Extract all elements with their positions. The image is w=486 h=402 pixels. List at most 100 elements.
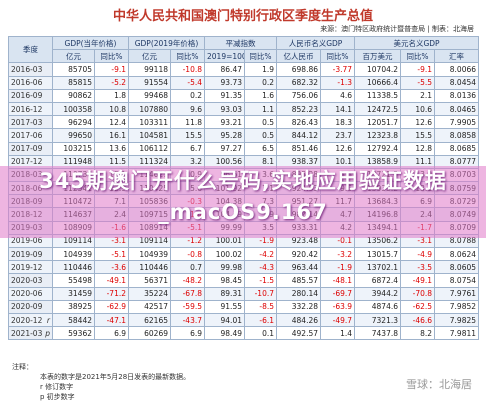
value-cell: 98.49 <box>204 326 245 341</box>
subheader-cell: 同比% <box>170 49 205 64</box>
value-cell: 7.9761 <box>434 286 480 301</box>
value-cell: -3.5 <box>400 260 436 275</box>
title: 中华人民共和国澳门特别行政区季度生产总值 <box>112 9 373 24</box>
period: 2017-06 <box>11 130 43 140</box>
value-cell: 280.14 <box>276 286 321 301</box>
group-header: GDP(2019年价格) <box>128 35 205 51</box>
value-cell: -47.1 <box>94 312 129 328</box>
value-cell: 100.02 <box>204 246 245 262</box>
value-cell: 89.31 <box>204 286 245 301</box>
value-cell: 106112 <box>128 141 171 156</box>
table-row: 2019-12 110446 -3.6 110446 0.7 99.98 -4.3 963.4… <box>8 260 480 275</box>
value-cell: 90862 <box>52 88 95 103</box>
value-cell: 756.06 <box>276 88 321 103</box>
value-cell: 8.0136 <box>434 88 480 103</box>
period-cell: 2017-06 <box>8 128 53 143</box>
subheader-cell: 同比% <box>319 49 356 64</box>
value-cell: 13858.9 <box>354 154 402 169</box>
value-cell: -48.2 <box>170 273 205 288</box>
value-cell: 6.9 <box>94 326 129 341</box>
value-cell: 4.6 <box>319 88 356 103</box>
value-cell: 0.5 <box>244 128 277 143</box>
value-cell: 9.6 <box>170 101 205 117</box>
value-cell: 8.0465 <box>434 101 480 117</box>
value-cell: 8.0454 <box>434 75 480 90</box>
value-cell: -1.3 <box>319 75 356 90</box>
value-cell: 484.26 <box>276 312 321 328</box>
period-cell: 2016-06 <box>8 75 53 90</box>
value-cell: -46.6 <box>400 312 436 328</box>
value-cell: 8.0754 <box>434 273 480 288</box>
value-cell: -0.8 <box>170 246 205 262</box>
value-cell: -5.4 <box>170 75 205 90</box>
note: p 初步数字 <box>40 393 75 401</box>
value-cell: -48.1 <box>319 273 356 288</box>
value-cell: 99.98 <box>204 260 245 275</box>
group-header: 美元名义GDP <box>354 35 480 51</box>
value-cell: 91.55 <box>204 299 245 314</box>
value-cell: 111948 <box>52 154 95 169</box>
value-cell: 93.21 <box>204 115 245 130</box>
overlay-banner: 345期澳门开什么号码,实地应用验证数据 _macOS9.167 <box>0 166 486 238</box>
value-cell: 10.6 <box>400 101 436 117</box>
value-cell: 18.3 <box>319 115 356 130</box>
value-cell: 10666.4 <box>354 75 402 90</box>
revision-flag: r <box>46 315 50 325</box>
value-cell: 12051.7 <box>354 115 402 130</box>
value-cell: 99118 <box>128 62 171 77</box>
value-cell: 59362 <box>52 326 95 341</box>
period-cell: 2020-03 <box>8 273 53 288</box>
value-cell: 13015.7 <box>354 246 402 262</box>
value-cell: 1.1 <box>244 101 277 117</box>
value-cell: 4874.6 <box>354 299 402 314</box>
subheader-cell: 百万美元 <box>354 49 402 64</box>
value-cell: 13.6 <box>94 141 129 156</box>
value-cell: -4.3 <box>244 260 277 275</box>
value-cell: 920.42 <box>276 246 321 262</box>
gdp-table: 季度 GDP(当年价格) GDP(2019年价格) 平减指数 人民币名义GDP 美元名义G… <box>8 35 480 341</box>
period: 2020-09 <box>11 302 43 312</box>
banner-line: _macOS9.167 <box>158 200 328 224</box>
value-cell: -9.1 <box>400 62 436 77</box>
period: 2017-09 <box>11 144 43 154</box>
value-cell: -43.7 <box>170 312 205 328</box>
value-cell: 55498 <box>52 273 95 288</box>
group-header: 平减指数 <box>204 35 277 51</box>
value-cell: 12.8 <box>400 141 436 156</box>
period: 2017-12 <box>11 157 43 167</box>
value-cell: -3.77 <box>319 62 356 77</box>
value-cell: -59.5 <box>170 299 205 314</box>
value-cell: 0.2 <box>170 88 205 103</box>
banner-line: 345期澳门开什么号码,实地应用验证数据 <box>39 169 447 193</box>
subheader-cell: 亿元 <box>52 49 95 64</box>
value-cell: 93.03 <box>204 101 245 117</box>
value-cell: 0.5 <box>244 115 277 130</box>
value-cell: 23.7 <box>319 128 356 143</box>
value-cell: 60269 <box>128 326 171 341</box>
value-cell: 1.4 <box>319 326 356 341</box>
subheader-cell: 同比% <box>400 49 436 64</box>
value-cell: 91.35 <box>204 88 245 103</box>
table-row: 2016-09 90862 1.8 99468 0.2 91.35 1.6 756.06 4.6… <box>8 88 480 103</box>
period: 2016-03 <box>11 64 43 74</box>
period-cell: 2017-03 <box>8 115 53 130</box>
value-cell: 492.57 <box>276 326 321 341</box>
table-row: 2019-09 104939 -5.1 104939 -0.8 100.02 -4.2 920… <box>8 246 480 262</box>
header-row: 季度 GDP(当年价格) GDP(2019年价格) 平减指数 人民币名义GDP 美元名义G… <box>8 35 480 64</box>
table-row: 2016-12 100358 10.8 107880 9.6 93.03 1.1 852.23… <box>8 101 480 117</box>
value-cell: 12323.8 <box>354 128 402 143</box>
subheader-cell: 同比% <box>94 49 129 64</box>
period-cell: 2021-03 p <box>8 326 53 341</box>
header-cell: 季度 <box>8 35 53 64</box>
value-cell: 99468 <box>128 88 171 103</box>
value-cell: 96294 <box>52 115 95 130</box>
value-cell: 12792.4 <box>354 141 402 156</box>
value-cell: 7437.8 <box>354 326 402 341</box>
period-cell: 2019-09 <box>8 246 53 262</box>
table-row: 2020-12 r 58442 -47.1 62165 -43.7 94.01 -6.1 484… <box>8 312 480 328</box>
value-cell: 8.0858 <box>434 128 480 143</box>
value-cell: -70.8 <box>400 286 436 301</box>
value-cell: 103311 <box>128 115 171 130</box>
period-cell: 2020-12 r <box>8 312 53 328</box>
period: 2020-12 <box>11 315 43 325</box>
